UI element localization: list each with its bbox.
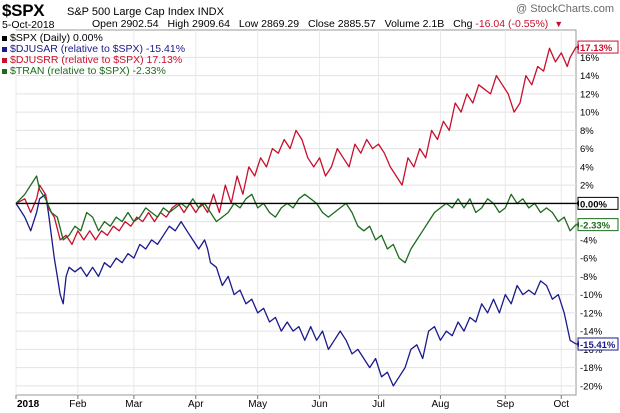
y-tick-label: 14% [580, 71, 600, 82]
legend-item-spx: $SPX (Daily) 0.00% [2, 32, 103, 44]
y-tick-label: -6% [580, 254, 597, 265]
x-tick-label: Apr [188, 399, 204, 410]
ticker-symbol: $SPX [2, 1, 45, 20]
y-tick-label: -10% [580, 290, 603, 301]
legend-label: $SPX (Daily) 0.00% [10, 32, 103, 44]
volume-label: Volume [384, 18, 420, 30]
high-label: High [167, 18, 190, 30]
end-label-pointer [576, 340, 579, 347]
close-value: 2885.57 [337, 18, 376, 30]
x-tick-label: Sep [496, 399, 514, 410]
series-line-djusrr [15, 46, 577, 246]
x-tick-label: 2018 [17, 399, 40, 410]
y-tick-label: 6% [580, 144, 594, 155]
x-tick-label: Aug [432, 399, 450, 410]
x-tick-label: Oct [553, 399, 569, 410]
end-value-label: 17.13% [580, 43, 613, 54]
end-label-pointer [576, 200, 579, 207]
y-tick-label: 8% [580, 126, 594, 137]
quote-date: 5-Oct-2018 [2, 19, 55, 31]
plot-frame [15, 29, 577, 396]
open-label: Open [92, 18, 118, 30]
down-triangle-icon: ▼ [554, 19, 564, 29]
watermark: @ StockCharts.com [516, 3, 614, 15]
chg-value: -16.04 (-0.55%) [475, 18, 549, 30]
series-line-djusar [15, 193, 577, 387]
end-value-label: -2.33% [580, 221, 611, 232]
y-tick-label: -20% [580, 381, 603, 392]
end-label-pointer [576, 44, 579, 51]
x-tick-label: Mar [125, 399, 143, 410]
legend-swatch [2, 46, 7, 52]
y-tick-label: 2% [580, 181, 594, 192]
y-tick-label: -4% [580, 235, 597, 246]
legend-swatch [2, 57, 7, 63]
x-tick-label: May [248, 399, 267, 410]
legend-item-djusar: $DJUSAR (relative to $SPX) -15.41% [2, 43, 185, 55]
legend-label: $DJUSRR (relative to $SPX) 17.13% [10, 54, 183, 66]
end-value-label: -15.41% [580, 340, 616, 351]
y-tick-label: 10% [580, 108, 600, 119]
legend-swatch [2, 68, 7, 74]
index-name: S&P 500 Large Cap Index INDX [67, 6, 224, 18]
y-tick-label: 4% [580, 162, 594, 173]
x-tick-label: Jul [372, 399, 385, 410]
legend-swatch [2, 35, 7, 41]
y-tick-label: -12% [580, 308, 603, 319]
x-tick-label: Jun [312, 399, 328, 410]
y-tick-label: 12% [580, 89, 600, 100]
close-label: Close [308, 18, 335, 30]
quote-line: Open 2902.54 High 2909.64 Low 2869.29 Cl… [92, 18, 563, 30]
legend-label: $DJUSAR (relative to $SPX) -15.41% [10, 43, 186, 55]
volume-value: 2.1B [422, 18, 445, 30]
chg-label: Chg [453, 18, 473, 30]
legend-label: $TRAN (relative to $SPX) -2.33% [10, 65, 166, 77]
end-label-pointer [576, 221, 579, 228]
high-value: 2909.64 [192, 18, 230, 30]
y-tick-label: -18% [580, 363, 603, 374]
legend-item-djusrr: $DJUSRR (relative to $SPX) 17.13% [2, 54, 182, 66]
y-tick-label: -8% [580, 272, 597, 283]
low-value: 2869.29 [261, 18, 300, 30]
end-value-label: 0.00% [580, 199, 607, 210]
low-label: Low [238, 18, 259, 30]
x-tick-label: Feb [69, 399, 87, 410]
legend-item-tran: $TRAN (relative to $SPX) -2.33% [2, 65, 166, 77]
y-tick-label: 16% [580, 53, 600, 64]
open-value: 2902.54 [120, 18, 159, 30]
y-tick-label: -14% [580, 327, 603, 338]
